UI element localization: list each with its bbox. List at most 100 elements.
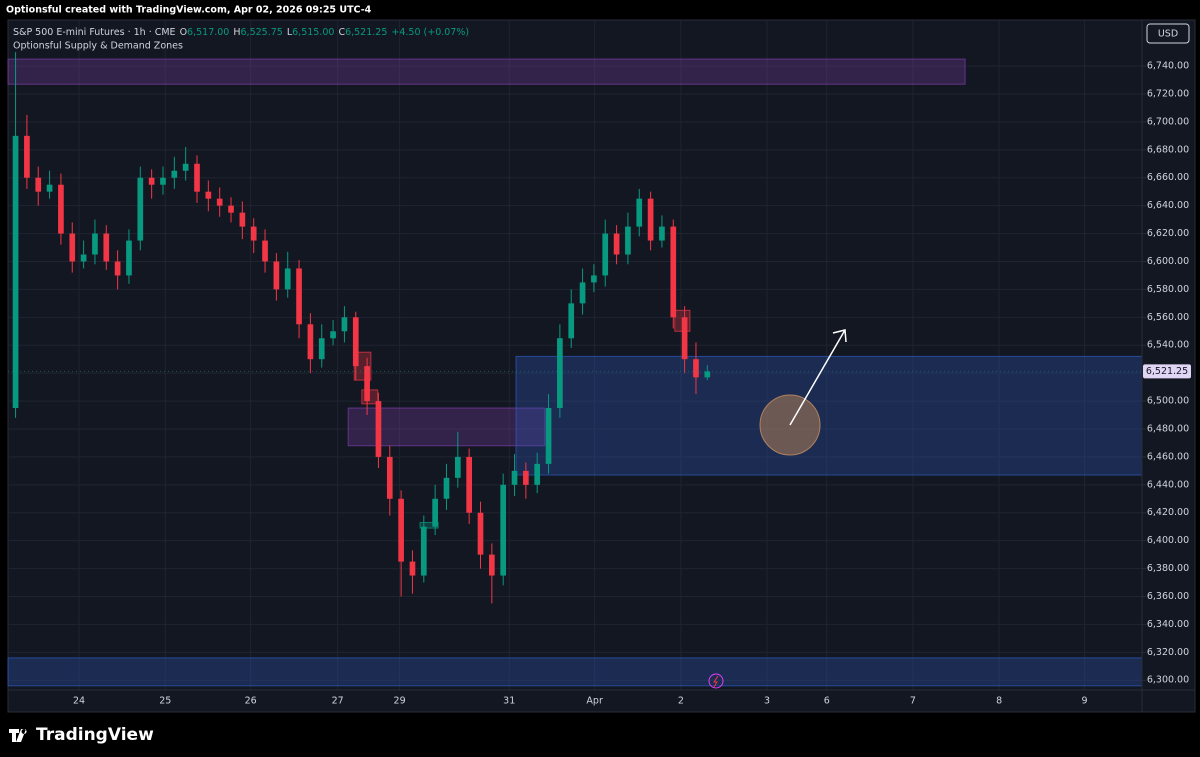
axes: 6,300.00 6,320.00 6,340.00 6,360.00 6,380.00…	[8, 61, 1191, 707]
candle-body	[216, 198, 223, 206]
candle-body	[103, 233, 110, 262]
brand-logo	[9, 729, 27, 742]
symbol-name: S&P 500 E-mini Futures · 1h · CME	[13, 27, 176, 38]
candle-body	[636, 198, 643, 227]
candle-body	[239, 212, 246, 227]
x-tick-label: 7	[910, 696, 916, 707]
caption: Optionsful created with TradingView.com,…	[6, 5, 372, 16]
candle-body	[454, 456, 461, 478]
candle-body	[35, 177, 42, 192]
candle-body	[205, 191, 212, 199]
y-tick-label: 6,540.00	[1147, 340, 1189, 351]
candle-body	[80, 254, 87, 262]
y-tick-label: 6,400.00	[1147, 535, 1189, 546]
x-tick-label: 25	[159, 696, 171, 707]
y-tick-label: 6,320.00	[1147, 647, 1189, 658]
arrow-head	[832, 329, 847, 343]
l-key: L	[287, 27, 293, 38]
o-key: O	[180, 27, 187, 38]
candle-body	[647, 198, 654, 241]
y-tick-label: 6,640.00	[1147, 200, 1189, 211]
candle-body	[557, 338, 563, 409]
candle-body	[126, 240, 132, 276]
candle-body	[409, 561, 416, 576]
l-val: 6,515.00	[292, 27, 334, 38]
y-tick-label: 6,420.00	[1147, 507, 1189, 518]
candle-body	[443, 477, 450, 499]
y-tick-label: 6,620.00	[1147, 228, 1189, 239]
last-price-box	[1143, 364, 1191, 379]
indicator: Optionsful Supply & Demand Zones	[13, 41, 183, 52]
candle-body	[420, 526, 427, 576]
candle-body	[69, 233, 76, 262]
currency-box[interactable]	[1146, 23, 1190, 44]
y-tick-label: 6,700.00	[1147, 116, 1189, 127]
y-tick-label: 6,660.00	[1147, 172, 1189, 183]
candle-body	[386, 456, 393, 499]
candle-body	[545, 408, 552, 464]
y-tick-label: 6,720.00	[1147, 88, 1189, 99]
candle-body	[307, 324, 314, 360]
candle-body	[670, 226, 677, 318]
candle-body	[296, 268, 302, 325]
h-key: H	[233, 27, 240, 38]
candle-body	[523, 470, 529, 485]
x-tick-label: 2	[678, 696, 684, 707]
y-tick-label: 6,740.00	[1147, 61, 1189, 72]
zone	[7, 657, 1143, 687]
y-tick-label: 6,460.00	[1147, 451, 1189, 462]
annotation-arrow	[789, 329, 846, 426]
candle-body	[432, 498, 438, 527]
candles	[12, 52, 711, 604]
candle-body	[273, 261, 280, 290]
x-tick-label: 9	[1082, 696, 1088, 707]
zone	[7, 58, 966, 85]
candle-body	[398, 498, 404, 562]
x-tick-label: 27	[332, 696, 344, 707]
candle-body	[625, 226, 631, 255]
candle-body	[114, 261, 121, 276]
y-tick-label: 6,360.00	[1147, 591, 1189, 602]
h-val: 6,525.75	[241, 27, 283, 38]
candle-body	[591, 275, 597, 283]
candle-body	[228, 205, 234, 213]
y-tick-label: 6,340.00	[1147, 619, 1189, 630]
candle-body	[171, 170, 178, 178]
candle-body	[489, 554, 495, 576]
y-tick-label: 6,500.00	[1147, 396, 1189, 407]
candle-body	[613, 233, 620, 255]
symbol: S&P 500 E-mini Futures · 1h · CME O6,517.…	[13, 27, 469, 38]
candle-body	[194, 163, 200, 192]
event-icon-bolt	[713, 675, 719, 688]
candle-body	[466, 456, 472, 513]
candle-body	[24, 135, 30, 178]
y-tick-label: 6,480.00	[1147, 423, 1189, 434]
candle-body	[92, 233, 98, 255]
change: +4.50 (+0.07%)	[391, 27, 469, 38]
zones	[7, 58, 1143, 687]
candle-body	[318, 338, 325, 360]
zone	[419, 522, 439, 529]
candle-body	[284, 268, 291, 290]
x-tick-label: 26	[245, 696, 257, 707]
candle-body	[681, 317, 688, 360]
zone	[515, 355, 1143, 476]
y-tick-label: 6,600.00	[1147, 256, 1189, 267]
candle-body	[693, 359, 699, 378]
candle-body	[500, 484, 507, 576]
c-val: 6,521.25	[345, 27, 387, 38]
candle-body	[58, 184, 64, 234]
candle-body	[262, 240, 268, 262]
x-tick-label: 6	[824, 696, 830, 707]
brand-name: TradingView	[36, 725, 154, 745]
candle-body	[12, 135, 19, 409]
candle-body	[160, 177, 166, 185]
event-icon	[708, 673, 724, 689]
candle-body	[579, 282, 586, 304]
last-price-label: 6,521.25	[1146, 366, 1188, 377]
y-tick-label: 6,580.00	[1147, 284, 1189, 295]
candle-body	[375, 401, 382, 457]
candle-body	[364, 366, 370, 402]
